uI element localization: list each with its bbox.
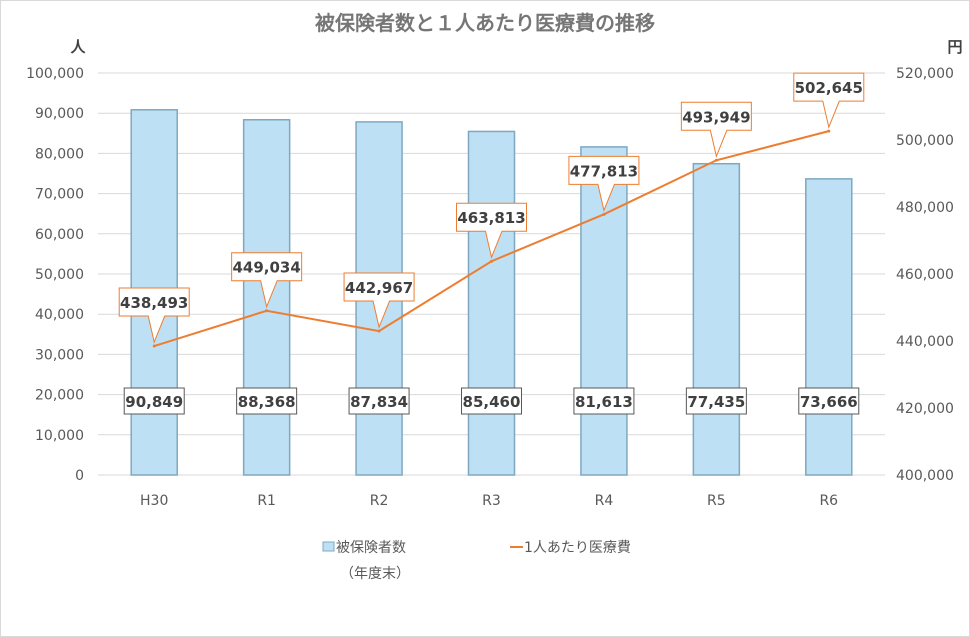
legend-line-label: 1人あたり医療費 — [524, 539, 631, 556]
x-tick-label: R5 — [707, 493, 726, 509]
right-tick-label: 460,000 — [896, 267, 954, 283]
line-label-callout — [793, 72, 865, 129]
line-point — [714, 158, 718, 162]
bar-data-label: 90,849 — [125, 393, 183, 411]
line-label-callout — [680, 101, 752, 158]
right-tick-label: 480,000 — [896, 200, 954, 216]
legend: 被保険者数 （年度末） 1人あたり医療費 — [322, 539, 631, 582]
line-data-label: 502,645 — [795, 79, 863, 97]
x-tick-label: R2 — [370, 493, 389, 509]
line-label-callout — [231, 252, 303, 309]
left-tick-label: 100,000 — [26, 66, 84, 82]
bar — [805, 178, 853, 476]
bar-label-box — [461, 387, 522, 415]
x-tick-label: R3 — [482, 493, 501, 509]
x-tick-label: R1 — [257, 493, 276, 509]
line-label-callout — [456, 202, 527, 259]
chart-title: 被保険者数と１人あたり医療費の推移 — [315, 11, 655, 35]
left-axis-unit: 人 — [70, 38, 86, 56]
line-point — [265, 309, 269, 313]
right-tick-label: 440,000 — [896, 334, 954, 350]
bar-data-label: 87,834 — [350, 393, 408, 411]
x-tick-label: R6 — [819, 493, 838, 509]
bar-data-label: 85,460 — [463, 393, 521, 411]
left-tick-label: 20,000 — [35, 388, 84, 404]
line-data-label: 438,493 — [120, 294, 188, 312]
bar — [467, 130, 516, 476]
line-point — [602, 212, 606, 216]
left-tick-label: 30,000 — [35, 347, 84, 363]
line-point — [152, 344, 156, 348]
left-tick-label: 50,000 — [35, 267, 84, 283]
bar-label-box — [573, 387, 635, 415]
line-data-label: 442,967 — [345, 279, 413, 297]
left-tick-label: 80,000 — [35, 146, 84, 162]
line-point — [827, 129, 831, 133]
x-tick-label: H30 — [140, 493, 168, 509]
line-point — [490, 259, 493, 263]
x-tick-label: R4 — [595, 493, 614, 509]
right-axis-unit: 円 — [947, 38, 962, 56]
bar-data-label: 73,666 — [800, 393, 858, 411]
bar-label-box — [236, 387, 298, 415]
legend-bar-swatch — [322, 541, 335, 552]
left-tick-label: 0 — [75, 468, 84, 484]
line-data-label: 477,813 — [570, 162, 638, 180]
line-data-label: 449,034 — [232, 259, 300, 277]
left-tick-label: 70,000 — [35, 187, 84, 203]
left-tick-label: 90,000 — [35, 106, 84, 122]
left-tick-label: 60,000 — [35, 227, 84, 243]
right-tick-label: 400,000 — [896, 468, 954, 484]
bar-label-box — [348, 387, 410, 415]
line-data-label: 463,813 — [457, 209, 525, 227]
line-label-callout — [118, 287, 190, 344]
line-data-label: 493,949 — [682, 108, 750, 126]
right-tick-label: 500,000 — [896, 133, 954, 149]
left-tick-label: 10,000 — [35, 428, 84, 444]
line-point — [377, 329, 381, 333]
bar-data-label: 77,435 — [687, 393, 745, 411]
bar-data-label: 88,368 — [238, 393, 296, 411]
bar-label-box — [798, 387, 860, 415]
left-tick-label: 40,000 — [35, 307, 84, 323]
bar — [692, 162, 741, 476]
line-label-callout — [343, 272, 415, 329]
line-label-callout — [568, 155, 640, 212]
bar-data-label: 81,613 — [575, 393, 633, 411]
bar-label-box — [685, 387, 747, 415]
right-tick-label: 520,000 — [896, 66, 954, 82]
legend-bar-label-line2: （年度末） — [340, 566, 410, 582]
right-tick-label: 420,000 — [896, 401, 954, 417]
legend-bar-label: 被保険者数 — [336, 540, 406, 556]
bar-label-box — [123, 387, 185, 415]
